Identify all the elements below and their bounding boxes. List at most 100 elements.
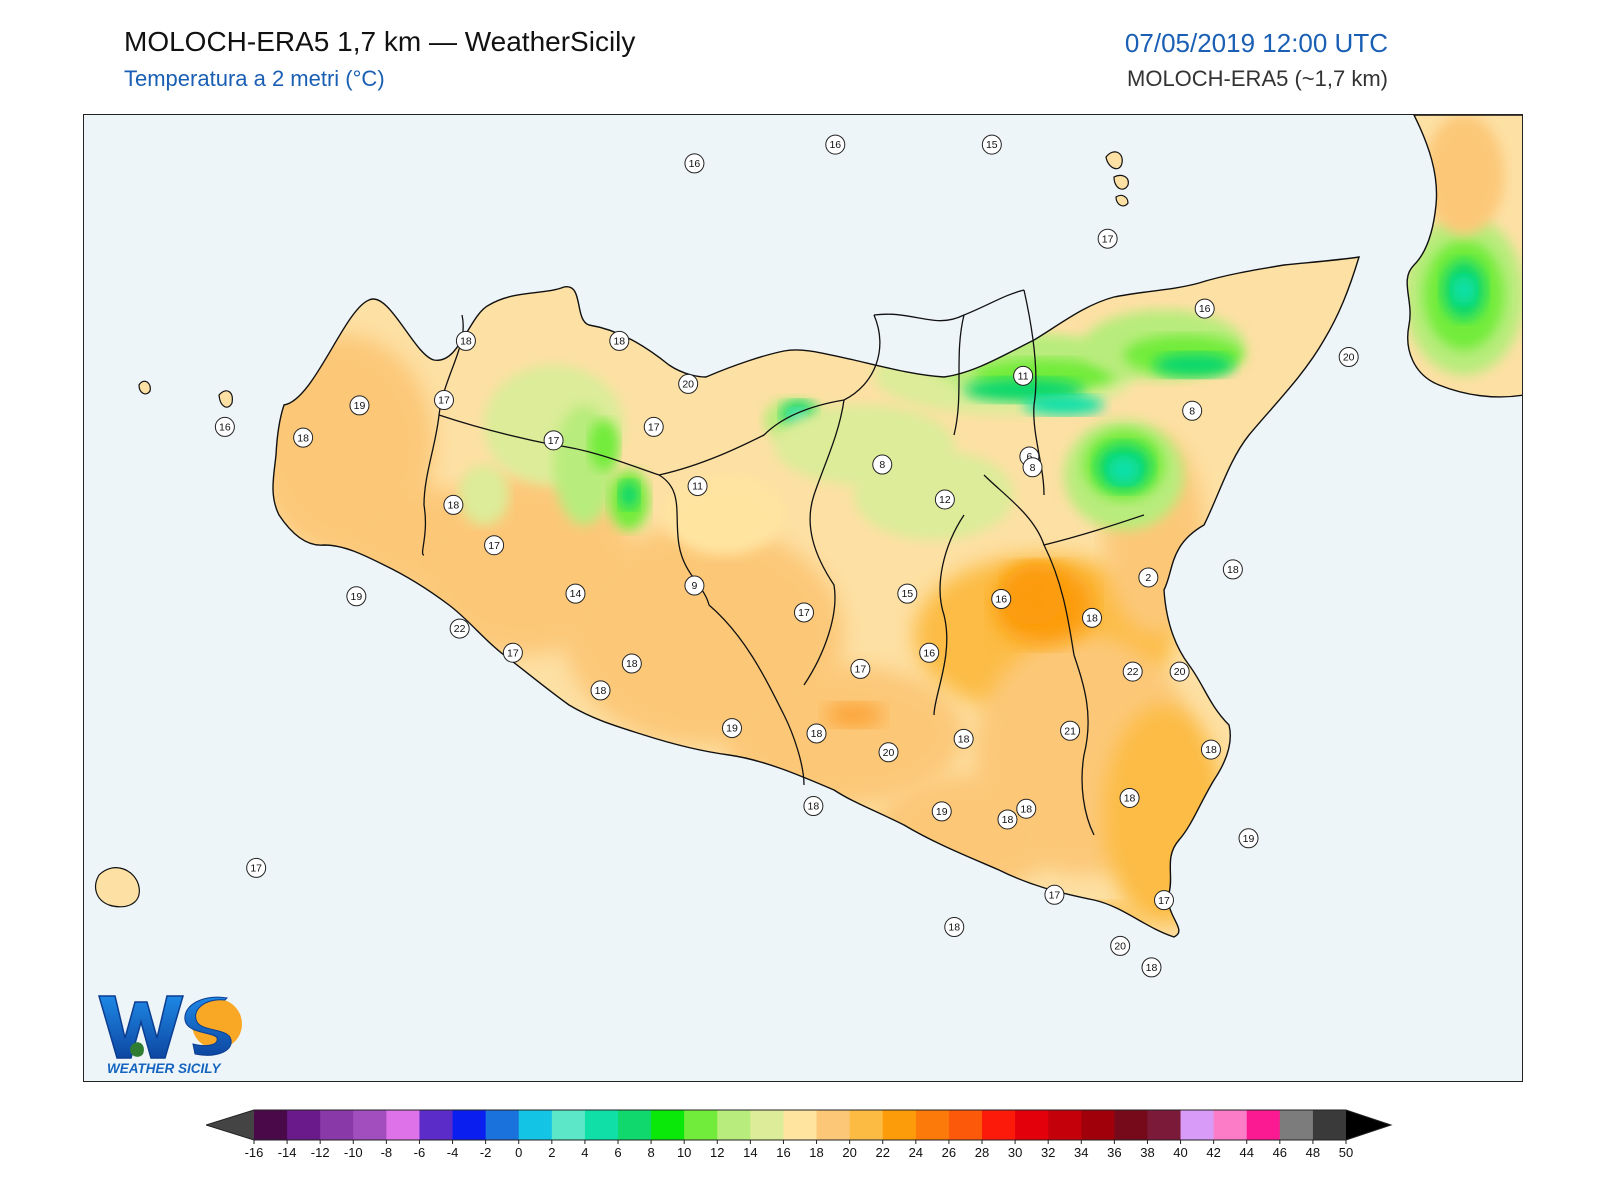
station-label: 17 [1154, 890, 1174, 911]
station-value: 11 [1018, 370, 1029, 382]
land-layer [95, 115, 1522, 938]
colorbar-tick-label: -16 [245, 1145, 264, 1160]
colorbar-swatch [1015, 1110, 1049, 1140]
station-value: 12 [939, 494, 951, 506]
station-label: 18 [806, 723, 827, 744]
colorbar-tick-label: 18 [809, 1145, 823, 1160]
colorbar-swatch [1114, 1110, 1148, 1140]
station-value: 18 [1124, 793, 1136, 805]
colorbar-swatch [254, 1110, 288, 1140]
station-value: 17 [1049, 889, 1061, 901]
colorbar-swatch [684, 1110, 718, 1140]
station-label: 22 [449, 618, 470, 639]
station-label: 20 [1110, 935, 1131, 956]
weather-sicily-logo: WEATHER SICILY [97, 988, 247, 1083]
colorbar-tick-label: 2 [548, 1145, 555, 1160]
station-value: 19 [351, 591, 363, 603]
island-coastline [1113, 174, 1129, 190]
station-value: 18 [808, 801, 820, 813]
station-label: 14 [565, 583, 586, 604]
station-label: 18 [1200, 739, 1221, 760]
station-value: 16 [219, 422, 231, 434]
station-label: 19 [1238, 828, 1259, 849]
station-value: 20 [1343, 352, 1355, 364]
province-border [953, 314, 965, 436]
station-label: 18 [443, 494, 464, 515]
station-label: 20 [1169, 661, 1190, 682]
colorbar-swatch [1081, 1110, 1115, 1140]
province-border [1043, 514, 1145, 546]
colorbar-swatch [518, 1110, 553, 1140]
colorbar-under-arrow [206, 1110, 254, 1140]
station-label: 17 [502, 642, 523, 663]
station-label: 18 [1016, 798, 1037, 819]
station-value: 11 [692, 481, 703, 493]
colorbar-tick-label: -4 [447, 1145, 459, 1160]
colorbar-tick-label: 22 [875, 1145, 889, 1160]
station-value: 18 [297, 432, 309, 444]
colorbar-tick-label: 48 [1306, 1145, 1320, 1160]
station-label: 18 [944, 917, 965, 938]
colorbar-tick-label: 38 [1140, 1145, 1154, 1160]
station-value: 16 [689, 158, 701, 170]
colorbar-swatch [783, 1110, 818, 1140]
station-value: 20 [682, 378, 694, 390]
colorbar-swatch [1048, 1110, 1082, 1140]
station-label: 17 [794, 602, 814, 623]
temperature-map[interactable]: 16 16 15 17 16 20 18 18 20 17 19 16 18 17 11 8 17 11 8 6 8 18… [83, 114, 1523, 1082]
station-label: 18 [1082, 607, 1102, 628]
station-value: 16 [1199, 303, 1211, 315]
colorbar-tick-label: 40 [1173, 1145, 1187, 1160]
island-land [1116, 195, 1128, 206]
colorbar-swatch [882, 1110, 917, 1140]
station-label: 17 [434, 390, 454, 411]
colorbar-tick-label: -14 [278, 1145, 297, 1160]
station-value: 20 [1114, 940, 1126, 952]
colorbar-swatch [1312, 1110, 1347, 1140]
station-label: 19 [346, 586, 367, 607]
station-label: 18 [621, 653, 642, 674]
colorbar-tick-label: 20 [842, 1145, 856, 1160]
station-label: 16 [991, 589, 1012, 609]
colorbar-swatch [750, 1110, 784, 1140]
colorbar-swatch [386, 1110, 420, 1140]
colorbar-tick-label: 46 [1273, 1145, 1287, 1160]
station-label: 17 [246, 857, 267, 878]
colorbar-tick-label: -8 [381, 1145, 393, 1160]
station-value: 21 [1064, 725, 1076, 737]
station-value: 18 [1020, 803, 1032, 815]
station-label: 20 [878, 742, 899, 763]
colorbar-tick-label: 10 [677, 1145, 691, 1160]
colorbar-tick-label: 28 [975, 1145, 989, 1160]
colorbar-swatch [287, 1110, 321, 1140]
station-label: 16 [1194, 298, 1215, 319]
colorbar-swatch [353, 1110, 387, 1140]
colorbar-swatch [419, 1110, 454, 1140]
colorbar-swatch [551, 1110, 586, 1140]
province-border [421, 314, 464, 556]
station-label: 18 [455, 330, 476, 351]
station-value: 18 [448, 499, 460, 511]
station-value: 17 [855, 664, 867, 676]
station-value: 17 [507, 647, 519, 659]
station-value: 22 [1127, 666, 1139, 678]
colorbar-swatch [584, 1110, 619, 1140]
station-value: 16 [829, 139, 841, 151]
station-value: 8 [1189, 405, 1195, 417]
station-label: 12 [934, 489, 955, 510]
colorbar-swatch [982, 1110, 1016, 1140]
station-label: 16 [825, 134, 846, 155]
colorbar-tick-label: 24 [909, 1145, 923, 1160]
station-value: 18 [613, 335, 625, 347]
station-value: 17 [438, 395, 450, 407]
island-coastline [218, 390, 233, 408]
station-value: 18 [1086, 612, 1098, 624]
station-value: 8 [1030, 462, 1036, 474]
station-value: 6 [1026, 451, 1032, 463]
calabria-coastline [1406, 115, 1522, 398]
station-label: 18 [1222, 559, 1243, 580]
station-label: 15 [981, 134, 1002, 155]
station-value: 18 [595, 685, 607, 697]
station-label: 19 [931, 801, 952, 822]
colorbar-tick-label: -10 [344, 1145, 363, 1160]
